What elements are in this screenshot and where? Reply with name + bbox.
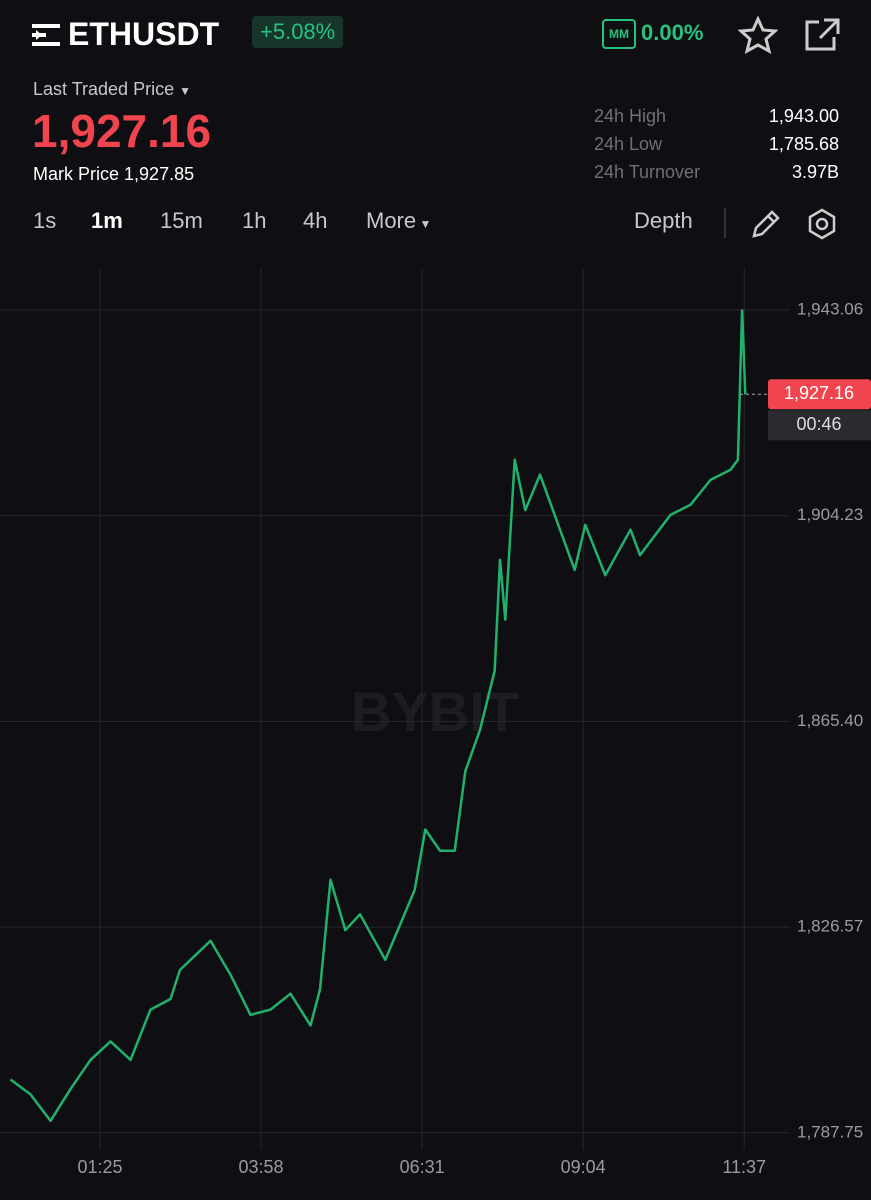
menu-icon[interactable] [32, 22, 62, 48]
interval-tab[interactable]: 1h [242, 208, 267, 233]
mark-price-label: Mark Price [33, 164, 120, 184]
favorite-icon[interactable] [738, 16, 778, 54]
stat-row: 24h High 1,943.00 [594, 106, 839, 134]
x-tick-label: 03:58 [239, 1157, 284, 1177]
x-tick-label: 01:25 [77, 1157, 122, 1177]
x-tick-label: 11:37 [722, 1157, 766, 1177]
x-tick-label: 06:31 [400, 1157, 445, 1177]
countdown-label: 00:46 [796, 414, 841, 434]
symbol[interactable]: ETHUSDT [68, 16, 220, 52]
depth-button[interactable]: Depth [634, 208, 693, 233]
stat-label: 24h Low [594, 134, 663, 154]
stat-value: 1,785.68 [768, 134, 839, 154]
mm-badge: MM [602, 19, 636, 49]
y-tick-label: 1,943.06 [797, 300, 863, 319]
change-badge: +5.08% [252, 16, 344, 48]
separator [724, 208, 726, 238]
last-price: 1,927.16 [32, 105, 212, 157]
interval-tab[interactable]: 1m [91, 208, 123, 233]
mark-price: Mark Price 1,927.85 [33, 164, 194, 185]
watermark: BYBIT [351, 680, 519, 743]
interval-tab[interactable]: 15m [160, 208, 203, 233]
mark-price-value: 1,927.85 [124, 164, 195, 184]
x-tick-label: 09:04 [561, 1157, 606, 1177]
interval-tab[interactable]: 4h [303, 208, 328, 233]
more-button[interactable]: More ▼ [366, 208, 432, 233]
mm-rate: 0.00% [641, 20, 704, 45]
interval-tabs: 1s 1m 15m 1h 4h [33, 208, 363, 234]
stat-value: 1,943.00 [768, 106, 839, 126]
draw-icon[interactable] [750, 208, 782, 240]
y-tick-label: 1,826.57 [797, 917, 863, 936]
share-icon[interactable] [802, 16, 842, 54]
interval-tab[interactable]: 1s [33, 208, 57, 233]
y-tick-label: 1,904.23 [797, 505, 863, 524]
stat-label: 24h Turnover [594, 162, 701, 182]
stat-row: 24h Low 1,785.68 [594, 134, 839, 162]
stat-label: 24h High [594, 106, 667, 126]
stat-row: 24h Turnover 3.97B [594, 162, 839, 190]
last-price-tag [768, 379, 871, 410]
stat-value: 3.97B [791, 162, 839, 182]
settings-icon[interactable] [806, 208, 838, 240]
stats: 24h High 1,943.00 24h Low 1,785.68 24h Turno… [594, 106, 839, 190]
last-price-label[interactable]: Last Traded Price ▼ [33, 79, 191, 99]
price-line [9, 309, 747, 1123]
last-price-tag-label: 1,927.16 [784, 383, 854, 403]
last-price-label-text: Last Traded Price [33, 79, 175, 99]
y-tick-label: 1,787.75 [797, 1122, 863, 1141]
y-tick-label: 1,865.40 [797, 711, 863, 730]
countdown-tag [768, 410, 871, 441]
more-label: More [366, 208, 417, 233]
